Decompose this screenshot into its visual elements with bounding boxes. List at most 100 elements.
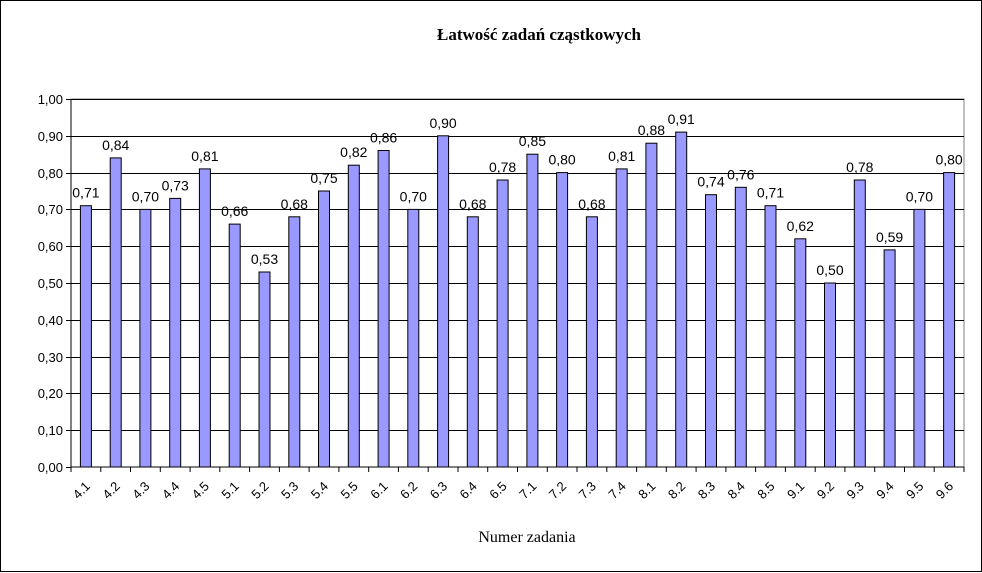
data-label-7.2: 0,80 xyxy=(548,152,575,168)
data-label-5.4: 0,75 xyxy=(310,170,337,186)
bar-9.5 xyxy=(913,208,926,468)
x-tick-label: 6.4 xyxy=(457,479,480,502)
x-tick-label: 4.4 xyxy=(159,479,182,502)
y-tick-label: 0,70 xyxy=(38,202,63,217)
bar-5.4 xyxy=(318,190,330,468)
bar-5.3 xyxy=(288,216,301,468)
bar-6.3 xyxy=(437,135,450,468)
bar-4.1 xyxy=(79,205,92,468)
x-tick-label: 6.1 xyxy=(367,479,390,502)
x-tick-label: 6.2 xyxy=(397,479,420,502)
y-tick-label: 1,00 xyxy=(38,92,63,107)
bar-4.5 xyxy=(198,168,211,468)
data-label-4.3: 0,70 xyxy=(132,188,159,204)
x-tick-label: 9.6 xyxy=(933,479,956,502)
bar-9.2 xyxy=(824,282,836,468)
data-label-8.1: 0,88 xyxy=(638,122,665,138)
data-label-8.5: 0,71 xyxy=(757,185,784,201)
bar-8.5 xyxy=(764,205,777,468)
data-label-7.3: 0,68 xyxy=(578,196,605,212)
x-tick-label: 7.2 xyxy=(546,479,569,502)
data-label-4.2: 0,84 xyxy=(102,137,129,153)
x-tick-label: 4.1 xyxy=(70,479,93,502)
x-tick-label: 6.5 xyxy=(486,479,509,502)
bar-6.1 xyxy=(377,150,390,468)
bar-5.2 xyxy=(258,271,271,468)
bar-6.2 xyxy=(407,208,420,468)
data-label-6.4: 0,68 xyxy=(459,196,486,212)
x-tick-label: 5.2 xyxy=(248,479,271,502)
x-tick-label: 7.4 xyxy=(605,479,628,502)
x-tick-label: 8.5 xyxy=(754,479,777,502)
gridlines xyxy=(71,99,964,431)
bar-4.2 xyxy=(109,157,122,468)
y-tick-label: 0,30 xyxy=(38,350,63,365)
x-tick-label: 4.3 xyxy=(129,479,152,502)
data-label-5.2: 0,53 xyxy=(251,251,278,267)
bar-8.4 xyxy=(734,186,747,468)
bar-9.1 xyxy=(794,238,807,468)
y-tick-label: 0,60 xyxy=(38,239,63,254)
x-tick-label: 5.3 xyxy=(278,479,301,502)
y-tick-label: 0,00 xyxy=(38,460,63,475)
x-tick-label: 9.4 xyxy=(873,479,896,502)
data-label-8.2: 0,91 xyxy=(668,111,695,127)
data-label-9.4: 0,59 xyxy=(876,229,903,245)
data-label-9.3: 0,78 xyxy=(846,159,873,175)
bar-7.4 xyxy=(615,168,628,468)
data-label-9.5: 0,70 xyxy=(906,188,933,204)
x-tick-label: 7.3 xyxy=(576,479,599,502)
data-labels: 0,710,840,700,730,810,660,530,680,750,82… xyxy=(72,111,963,278)
data-label-9.2: 0,50 xyxy=(816,262,843,278)
x-tick-label: 5.5 xyxy=(338,479,361,502)
x-tick-label: 8.2 xyxy=(665,479,688,502)
data-label-5.3: 0,68 xyxy=(281,196,308,212)
chart-title: Łatwość zadań cząstkowych xyxy=(437,25,642,44)
y-tick-label: 0,40 xyxy=(38,313,63,328)
x-tick-label: 7.1 xyxy=(516,479,539,502)
data-label-6.3: 0,90 xyxy=(429,115,456,131)
y-axis-ticks: 0,00 0,10 0,20 0,30 0,40 0,50 0,60 0,70 0,80 0,90… xyxy=(38,92,71,475)
data-label-7.4: 0,81 xyxy=(608,148,635,164)
y-tick-label: 0,80 xyxy=(38,166,63,181)
data-label-8.3: 0,74 xyxy=(697,174,724,190)
data-label-5.5: 0,82 xyxy=(340,144,367,160)
y-tick-label: 0,90 xyxy=(38,129,63,144)
x-tick-label: 9.5 xyxy=(903,479,926,502)
data-label-4.1: 0,71 xyxy=(72,185,99,201)
data-label-7.1: 0,85 xyxy=(519,133,546,149)
bar-5.1 xyxy=(228,223,241,468)
bar-5.5 xyxy=(347,164,360,468)
bar-8.2 xyxy=(675,131,688,468)
data-label-6.2: 0,70 xyxy=(400,188,427,204)
x-axis-ticks: 4.1 4.2 4.3 4.4 4.5 5.1 5.2 5.3 5.4 5.5 6.1 6.2 6.3 6… xyxy=(70,467,965,502)
data-label-6.1: 0,86 xyxy=(370,130,397,146)
bar-6.4 xyxy=(466,216,479,468)
x-tick-label: 9.2 xyxy=(814,479,837,502)
data-label-9.6: 0,80 xyxy=(935,152,962,168)
bar-4.3 xyxy=(139,208,152,468)
y-tick-label: 0,10 xyxy=(38,423,63,438)
bar-4.4 xyxy=(169,197,182,468)
bar-7.1 xyxy=(526,153,539,468)
x-tick-label: 8.3 xyxy=(695,479,718,502)
y-tick-label: 0,50 xyxy=(38,276,63,291)
bar-9.3 xyxy=(853,179,866,468)
x-tick-label: 8.1 xyxy=(635,479,658,502)
bar-9.4 xyxy=(883,249,896,468)
x-tick-label: 5.4 xyxy=(308,479,331,502)
x-tick-label: 6.3 xyxy=(427,479,450,502)
bar-8.1 xyxy=(645,142,658,468)
data-label-6.5: 0,78 xyxy=(489,159,516,175)
bar-6.5 xyxy=(496,179,509,468)
x-tick-label: 4.5 xyxy=(189,479,212,502)
x-tick-label: 8.4 xyxy=(725,479,748,502)
x-tick-label: 5.1 xyxy=(218,479,241,502)
x-tick-label: 4.2 xyxy=(99,479,122,502)
bar-8.3 xyxy=(705,194,717,468)
data-label-4.4: 0,73 xyxy=(162,177,189,193)
data-label-5.1: 0,66 xyxy=(221,203,248,219)
bar-9.6 xyxy=(943,172,956,468)
